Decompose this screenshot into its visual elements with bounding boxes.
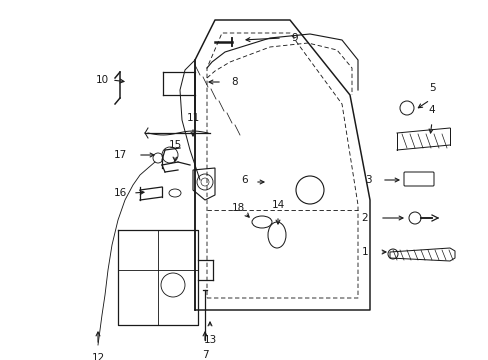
Text: 12: 12 [91, 353, 104, 360]
Text: 1: 1 [361, 247, 367, 257]
Text: 17: 17 [113, 150, 126, 160]
Polygon shape [389, 248, 454, 261]
Text: 6: 6 [241, 175, 248, 185]
Text: 10: 10 [95, 75, 108, 85]
Text: 5: 5 [428, 83, 434, 93]
Text: 14: 14 [271, 200, 284, 210]
Text: 9: 9 [291, 33, 298, 43]
Text: 2: 2 [361, 213, 367, 223]
Text: 7: 7 [201, 350, 208, 360]
Text: 15: 15 [168, 140, 181, 150]
Text: 3: 3 [364, 175, 370, 185]
Text: 11: 11 [186, 113, 199, 123]
Text: 4: 4 [428, 105, 434, 115]
Text: 18: 18 [231, 203, 244, 213]
Polygon shape [193, 168, 215, 200]
Text: 8: 8 [231, 77, 238, 87]
Text: 13: 13 [203, 335, 216, 345]
Text: 16: 16 [113, 188, 126, 198]
